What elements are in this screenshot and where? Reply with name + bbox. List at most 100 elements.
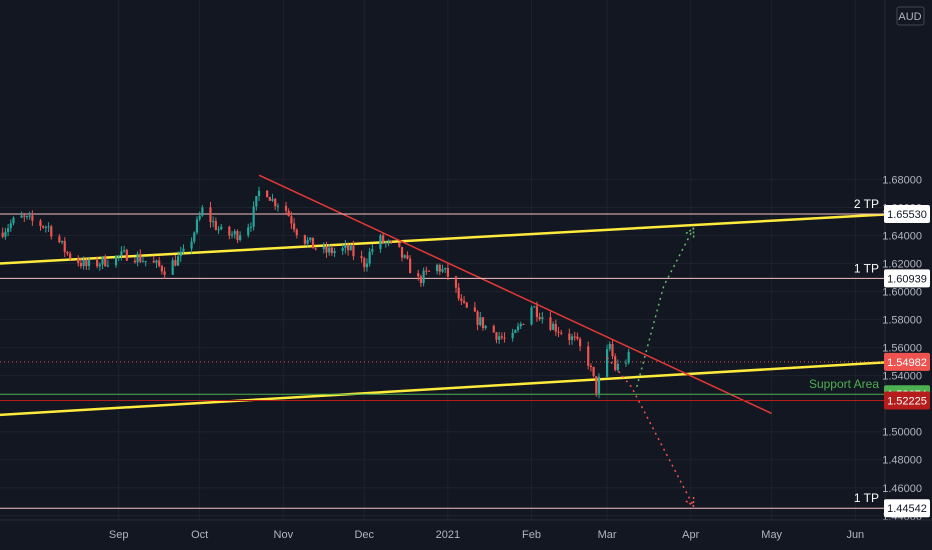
bear-path-arrowhead — [685, 496, 695, 508]
candle-body — [284, 205, 288, 211]
candle-body — [444, 267, 447, 270]
candle-body — [514, 330, 517, 333]
candle-body — [368, 251, 371, 264]
candle-body — [371, 249, 374, 252]
price-tag — [884, 352, 930, 371]
candle-body — [328, 247, 331, 253]
projection-paths — [606, 227, 695, 508]
candle-body — [533, 306, 536, 308]
candle-body — [6, 228, 10, 232]
candle-body — [344, 244, 347, 248]
candle-body — [201, 207, 204, 216]
candle-body — [479, 317, 482, 325]
candle-body — [25, 216, 29, 218]
lower-channel-trendline — [0, 361, 886, 417]
candle-body — [193, 232, 196, 242]
x-tick-label: Mar — [598, 529, 617, 541]
candle-body — [139, 254, 142, 262]
candle-body — [209, 207, 212, 223]
y-tick-label: 1.50000 — [882, 427, 922, 439]
candle-body — [44, 227, 47, 229]
y-axis[interactable]: AUD 1.680001.660001.640001.620001.600001… — [882, 0, 932, 523]
candle-body — [195, 219, 199, 233]
candle-body — [12, 217, 15, 224]
candle-body — [66, 251, 69, 254]
x-tick-label: Jun — [846, 529, 864, 541]
level-annotation: 1 TP — [854, 261, 879, 275]
candle-body — [69, 253, 72, 259]
candle-body — [352, 245, 355, 257]
x-tick-label: Dec — [354, 529, 374, 541]
candle-body — [595, 376, 598, 394]
y-tick-label: 1.62000 — [882, 259, 922, 271]
candle-body — [220, 226, 223, 230]
candle-body — [114, 255, 118, 266]
candle-body — [390, 241, 393, 243]
candle-body — [268, 197, 271, 201]
candle-body — [106, 265, 110, 267]
candle-body — [570, 336, 574, 340]
x-tick-label: Apr — [682, 529, 699, 541]
level-lines — [0, 213, 885, 509]
y-axis-panel — [885, 0, 932, 520]
trendlines — [0, 174, 886, 417]
price-tag-label: 1.52225 — [887, 396, 927, 408]
x-tick-label: Oct — [191, 529, 208, 541]
candle-body — [365, 263, 369, 268]
candle-body — [349, 245, 352, 251]
candle-body — [535, 306, 539, 318]
candle-body — [230, 234, 234, 236]
candle-body — [422, 270, 425, 284]
upper-channel-trendline — [0, 213, 886, 265]
price-tag — [884, 269, 930, 288]
candle-body — [406, 255, 409, 259]
candle-body — [409, 258, 412, 274]
candle-body — [228, 226, 231, 236]
candle-body — [314, 248, 317, 250]
x-tick-label: Sep — [109, 529, 129, 541]
candle-body — [101, 256, 104, 265]
candle-body — [614, 356, 617, 371]
candle-body — [330, 247, 333, 254]
candle-body — [179, 251, 182, 257]
candle-body — [616, 363, 619, 371]
candle-body — [492, 325, 495, 333]
candle-body — [325, 246, 328, 253]
candle-body — [50, 226, 53, 237]
candle-body — [28, 215, 31, 217]
candle-body — [419, 276, 423, 284]
x-axis[interactable]: Sep Oct Nov Dec 2021 Feb Mar Apr May Jun — [0, 519, 932, 541]
candle-body — [554, 323, 557, 332]
candle-body — [58, 236, 61, 243]
candle-body — [125, 250, 128, 261]
currency-box — [896, 6, 925, 26]
candle-body — [398, 242, 401, 247]
candle-body — [287, 210, 290, 217]
candle-body — [96, 259, 99, 267]
candle-body — [20, 215, 23, 218]
candle-body — [541, 317, 544, 320]
candle-body — [379, 235, 382, 250]
candle-body — [597, 376, 601, 394]
candle-body — [87, 259, 91, 267]
candle-body — [382, 235, 385, 243]
price-tag-label: 1.60939 — [887, 273, 927, 285]
candle-body — [605, 349, 609, 377]
price-tag — [884, 205, 930, 224]
candle-body — [155, 260, 158, 263]
candle-body — [174, 260, 177, 266]
candle-body — [133, 260, 137, 263]
candle-body — [266, 190, 269, 198]
candle-body — [309, 237, 312, 240]
candle-body — [557, 331, 560, 333]
candle-body — [552, 323, 555, 330]
candle-body — [322, 246, 325, 250]
candle-body — [290, 216, 293, 224]
x-tick-label: 2021 — [436, 529, 460, 541]
candle-body — [387, 241, 390, 243]
candle-body — [346, 244, 350, 251]
candle-body — [42, 225, 45, 228]
candle-body — [31, 215, 34, 221]
